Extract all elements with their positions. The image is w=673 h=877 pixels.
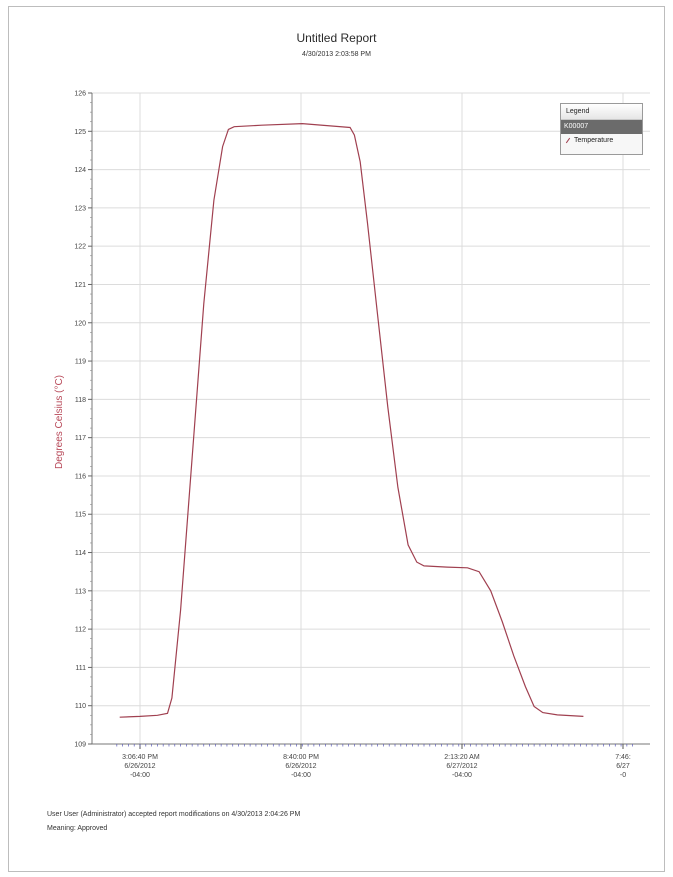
y-tick-label: 118: [75, 397, 86, 404]
y-tick-label: 110: [75, 703, 86, 710]
y-axis-ticks: 109 110 111 112 113 114 115 116 117 118 119 120 121 1…: [74, 91, 92, 749]
x-tick-label: -0: [620, 772, 626, 779]
y-tick-label: 121: [74, 282, 86, 289]
report-title: Untitled Report: [296, 31, 377, 45]
x-tick-label: 7:46:: [615, 754, 631, 761]
y-tick-label: 125: [74, 129, 86, 136]
y-tick-label: 122: [74, 244, 86, 251]
x-tick-label: 6/27: [616, 763, 630, 770]
y-axis-label: Degrees Celsius (°C): [54, 375, 65, 469]
approval-note: User User (Administrator) accepted repor…: [47, 811, 301, 818]
y-tick-label: 116: [75, 473, 86, 480]
report-page: [8, 6, 665, 872]
x-axis-ticks: 3:06:40 PM 6/26/2012 -04:00 8:40:00 PM 6/26/…: [116, 744, 634, 779]
x-tick-label: 8:40:00 PM: [283, 754, 319, 761]
report-timestamp: 4/30/2013 2:03:58 PM: [302, 51, 371, 58]
legend-device: K00007: [561, 120, 642, 134]
y-tick-label: 111: [75, 665, 86, 672]
y-tick-label: 112: [75, 627, 86, 634]
y-tick-label: 115: [75, 512, 86, 519]
y-tick-label: 120: [74, 320, 86, 327]
y-tick-label: 119: [75, 359, 86, 366]
x-tick-label: -04:00: [130, 772, 150, 779]
x-tick-label: -04:00: [452, 772, 472, 779]
series-line-temperature: [119, 122, 584, 718]
x-tick-label: 6/26/2012: [124, 763, 155, 770]
x-tick-label: 2:13:20 AM: [444, 754, 480, 761]
x-tick-label: -04:00: [291, 772, 311, 779]
legend-header: Legend: [561, 104, 642, 120]
y-tick-label: 113: [75, 588, 86, 595]
chart-legend: Legend K00007 Temperature: [560, 103, 643, 155]
y-tick-label: 109: [74, 742, 86, 749]
y-tick-label: 126: [74, 91, 86, 98]
chart-axes: [91, 93, 650, 745]
x-tick-label: 6/27/2012: [446, 763, 477, 770]
approval-meaning: Meaning: Approved: [47, 825, 108, 832]
legend-series-label: Temperature: [574, 137, 614, 144]
legend-item-temperature: Temperature: [561, 134, 642, 148]
series-swatch-icon: [565, 137, 571, 143]
y-tick-label: 123: [74, 205, 86, 212]
y-tick-label: 124: [74, 167, 86, 174]
y-tick-label: 117: [75, 435, 86, 442]
x-tick-label: 3:06:40 PM: [122, 754, 158, 761]
y-tick-label: 114: [75, 550, 86, 557]
chart-grid: [92, 92, 650, 744]
x-tick-label: 6/26/2012: [285, 763, 316, 770]
